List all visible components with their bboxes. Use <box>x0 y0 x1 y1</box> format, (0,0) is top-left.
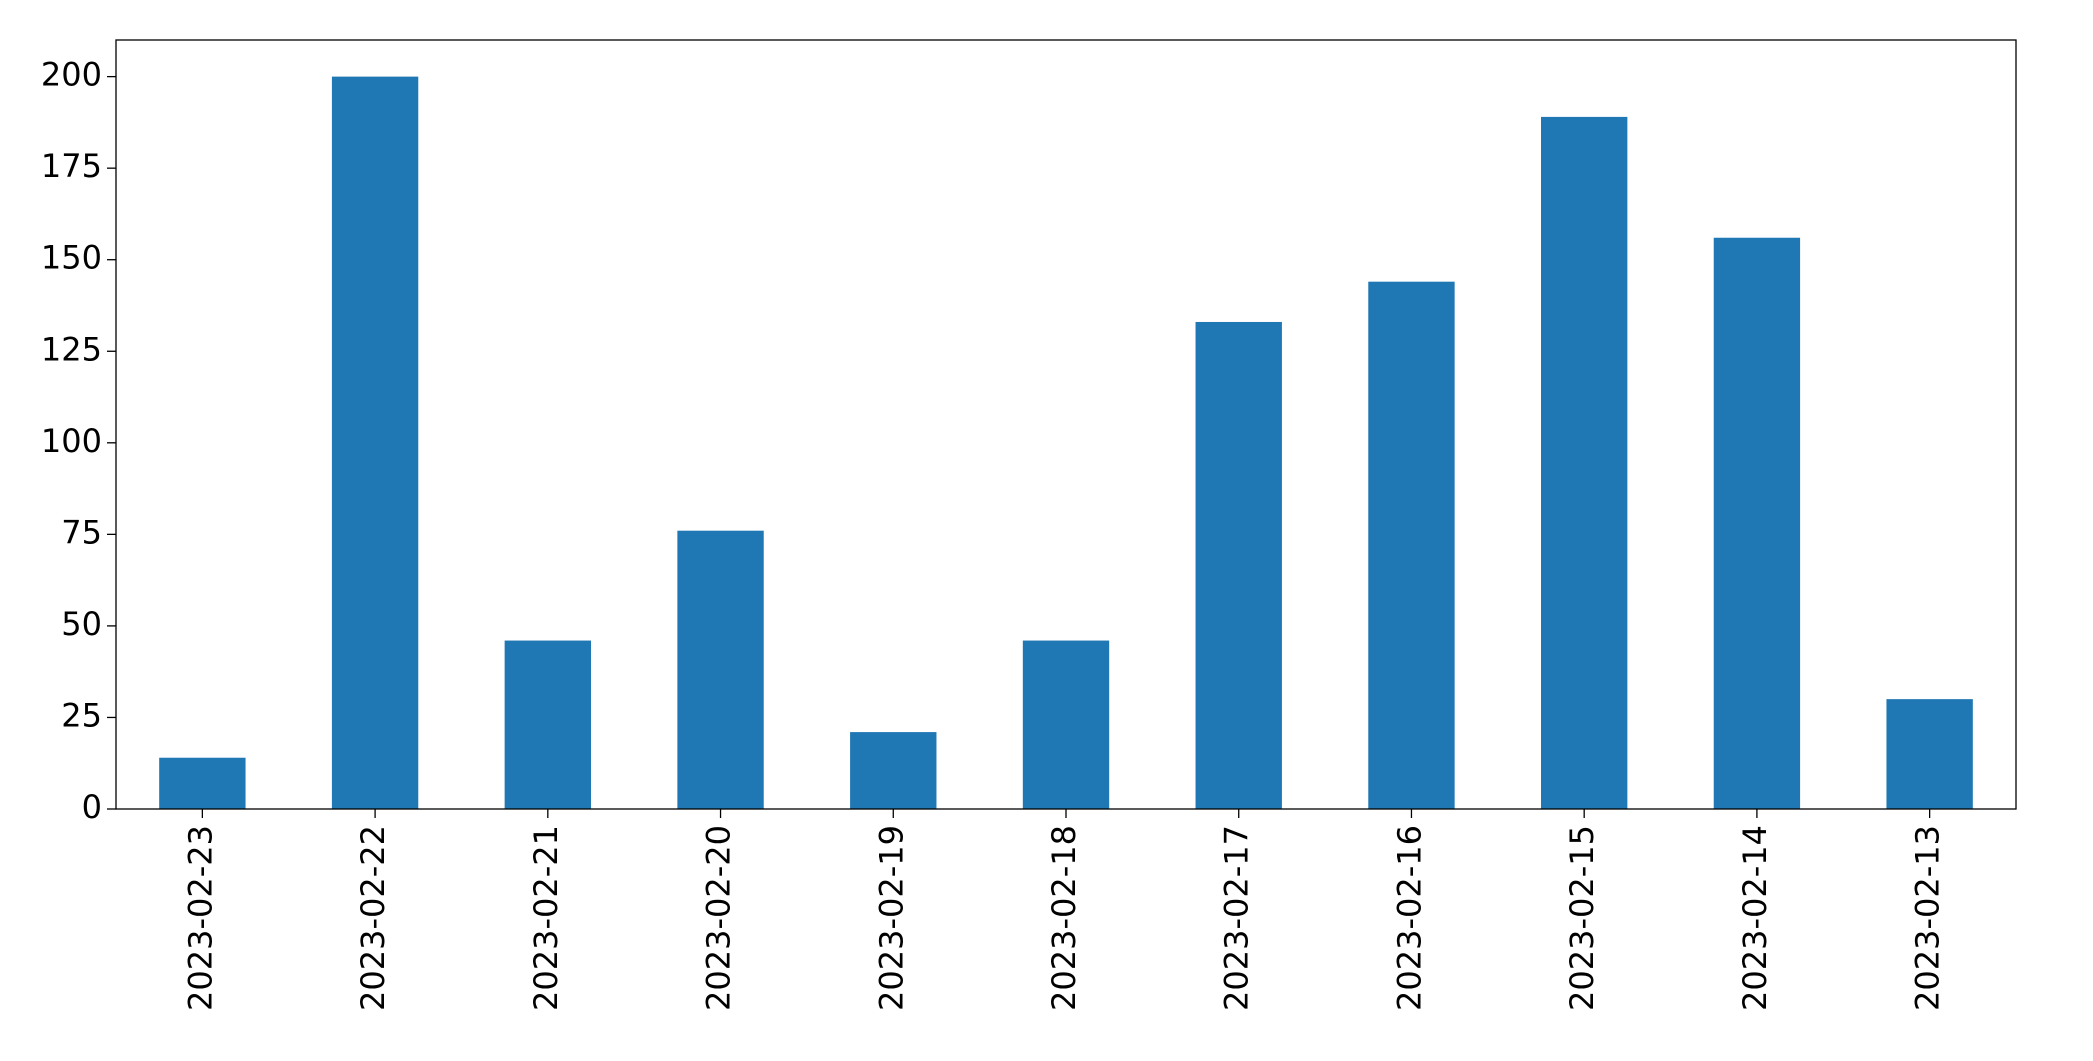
bar <box>1368 281 1455 810</box>
bar <box>504 640 591 809</box>
y-tick-label: 25 <box>61 696 102 734</box>
bar <box>850 732 937 809</box>
x-tick-label: 2023-02-13 <box>1909 825 1947 1011</box>
y-tick-label: 75 <box>61 513 102 551</box>
bar <box>1541 116 1628 809</box>
y-tick-label: 150 <box>41 239 102 277</box>
bar <box>1022 640 1110 809</box>
bar <box>1195 321 1282 809</box>
bar <box>331 76 419 810</box>
y-tick-label: 200 <box>41 56 102 94</box>
bar <box>159 757 246 809</box>
x-tick-label: 2023-02-20 <box>700 825 738 1011</box>
x-tick-label: 2023-02-22 <box>354 825 392 1011</box>
plot-frame <box>115 39 2017 810</box>
x-tick-label: 2023-02-15 <box>1563 825 1601 1011</box>
x-tick-label: 2023-02-18 <box>1045 825 1083 1011</box>
bar <box>677 530 764 809</box>
bar <box>1886 699 1973 809</box>
x-tick-label: 2023-02-23 <box>181 825 219 1011</box>
x-tick-label: 2023-02-16 <box>1390 825 1428 1011</box>
bar <box>1713 237 1801 809</box>
y-tick-label: 100 <box>41 422 102 460</box>
y-tick-label: 0 <box>82 788 102 826</box>
x-tick-label: 2023-02-14 <box>1736 825 1774 1011</box>
y-tick-label: 125 <box>41 330 102 368</box>
y-tick-label: 175 <box>41 147 102 185</box>
x-tick-label: 2023-02-19 <box>872 825 910 1011</box>
x-tick-label: 2023-02-21 <box>527 825 565 1011</box>
y-tick-label: 50 <box>61 605 102 643</box>
x-tick-label: 2023-02-17 <box>1218 825 1256 1011</box>
